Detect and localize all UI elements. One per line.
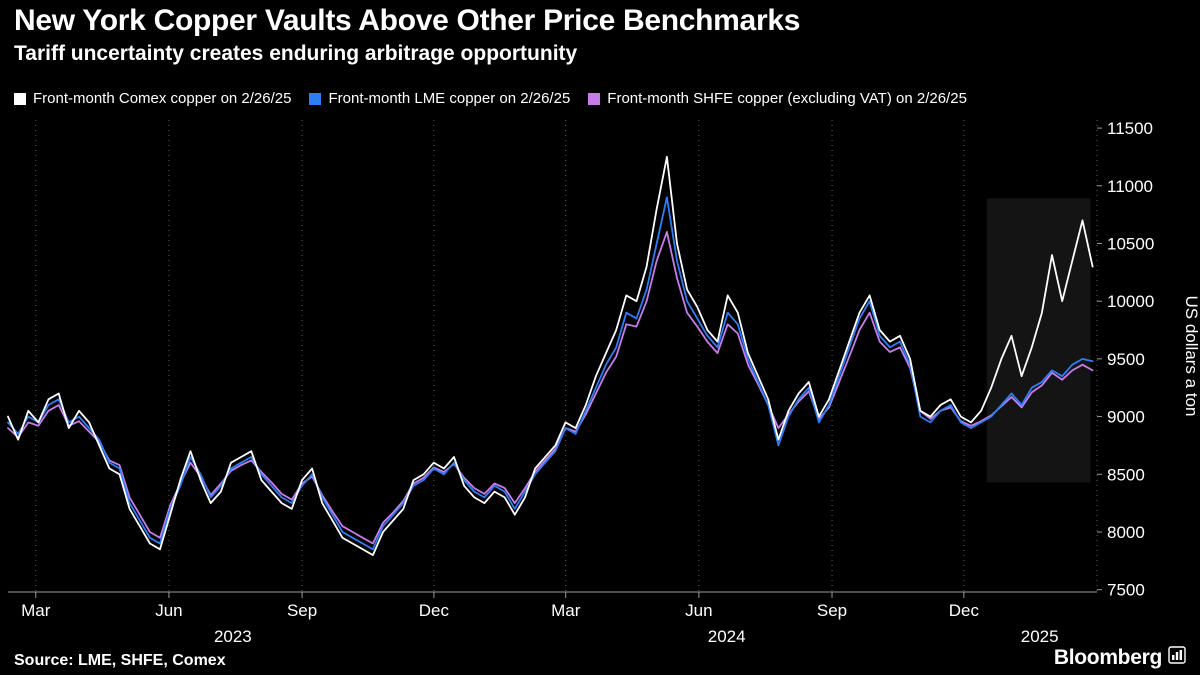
y-tick-label: 10000 [1107,292,1154,311]
legend-label-lme: Front-month LME copper on 2/26/25 [328,90,571,107]
y-tick-label: 8000 [1107,523,1145,542]
legend-item-lme: Front-month LME copper on 2/26/25 [309,90,570,107]
bloomberg-logo: Bloomberg [1054,646,1186,670]
chart-svg: Mar Jun Sep Dec Mar Jun Sep Dec 2023 2024 2025 7500… [7,119,1200,646]
source-text: Source: LME, SHFE, Comex [14,652,226,669]
x-tick-label: Jun [685,601,712,620]
legend-swatch-shfe [588,92,601,105]
y-tick-label: 8500 [1107,465,1145,484]
legend-label-shfe: Front-month SHFE copper (excluding VAT) … [607,90,967,107]
legend-item-shfe: Front-month SHFE copper (excluding VAT) … [588,90,967,107]
x-tick-label: Sep [817,601,847,620]
chart: Mar Jun Sep Dec Mar Jun Sep Dec 2023 2024 2025 7500… [0,112,1200,660]
legend-swatch-comex [14,92,26,105]
y-tick-label: 7500 [1107,581,1145,600]
x-tick-label: Jun [155,601,182,620]
y-tick-label: 10500 [1107,234,1154,253]
y-axis-title: US dollars a ton [1182,296,1200,417]
y-tick-label: 9500 [1107,350,1145,369]
y-tick-label: 9000 [1107,408,1145,427]
legend-item-comex: Front-month Comex copper on 2/26/25 [14,90,291,107]
series-line-comex [7,156,1094,557]
year-label: 2023 [214,627,252,646]
bloomberg-wordmark: Bloomberg [1053,646,1162,669]
series-line-lme [7,196,1094,551]
x-tick-label: Mar [551,601,581,620]
x-tick-label: Dec [949,601,980,620]
legend-label-comex: Front-month Comex copper on 2/26/25 [33,90,292,107]
bloomberg-bars-icon [1168,646,1186,670]
highlight-region [986,198,1091,483]
footer: Source: LME, SHFE, Comex Bloomberg [14,646,1186,670]
y-tick-label: 11500 [1107,119,1153,138]
legend-swatch-lme [309,92,322,105]
page-subtitle: Tariff uncertainty creates enduring arbi… [14,41,578,65]
year-label: 2025 [1021,627,1059,646]
x-tick-label: Sep [287,601,317,620]
year-label: 2024 [708,627,746,646]
series-line-shfe [7,231,1094,545]
page-title: New York Copper Vaults Above Other Price… [14,4,801,37]
chart-header: New York Copper Vaults Above Other Price… [14,4,1186,66]
x-tick-label: Dec [419,601,450,620]
x-tick-label: Mar [21,601,51,620]
y-tick-label: 11000 [1107,177,1153,196]
legend: Front-month Comex copper on 2/26/25 Front… [14,90,967,107]
